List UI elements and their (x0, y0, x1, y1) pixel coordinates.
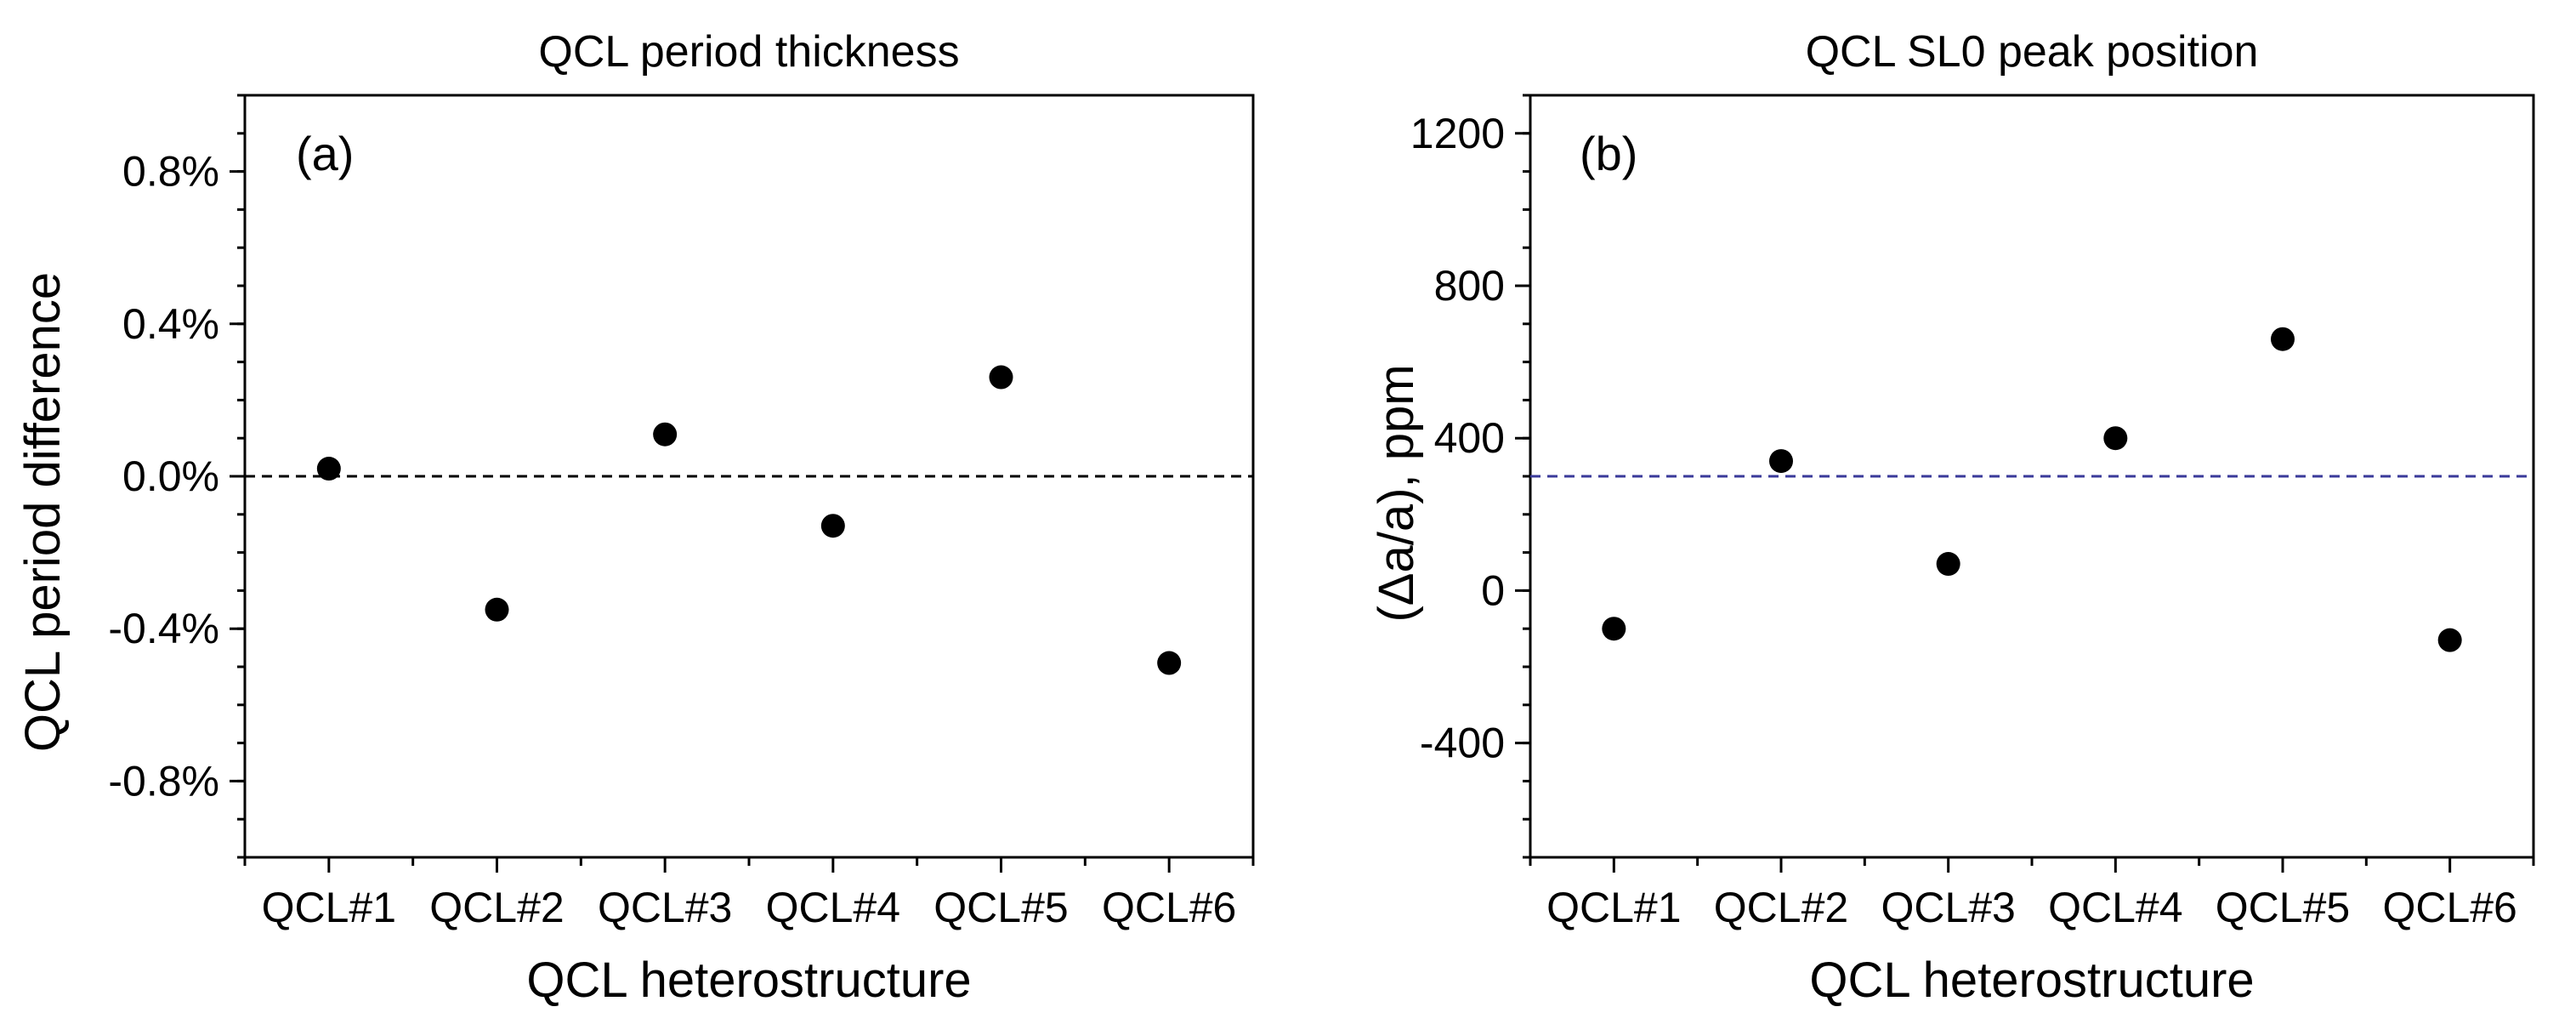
chart-title-a: QCL period thickness (538, 27, 959, 77)
x-tick-label-a: QCL#4 (766, 884, 900, 931)
chart-panel-a: QCL period thickness QCL heterostructure… (15, 27, 1255, 1008)
data-point-a-6 (1157, 651, 1182, 675)
y-tick-label-a: 0.8% (122, 148, 219, 196)
data-point-b-4 (2103, 426, 2128, 451)
data-point-b-2 (1769, 449, 1793, 474)
x-tick-label-b: QCL#3 (1881, 884, 2015, 931)
data-point-a-4 (820, 514, 845, 538)
data-point-b-1 (1602, 617, 1626, 641)
data-point-b-6 (2437, 628, 2462, 652)
data-point-b-3 (1936, 552, 1960, 577)
x-tick-label-b: QCL#4 (2048, 884, 2182, 931)
y-tick-label-a: -0.8% (108, 757, 219, 805)
y-tick-label-a: 0.0% (122, 452, 219, 500)
x-axis-title-a: QCL heterostructure (526, 953, 971, 1008)
data-point-b-5 (2271, 327, 2295, 351)
y-tick-label-a: 0.4% (122, 300, 219, 348)
x-tick-label-b: QCL#1 (1546, 884, 1681, 931)
x-tick-label-a: QCL#6 (1102, 884, 1236, 931)
data-point-a-1 (316, 457, 341, 481)
x-tick-label-b: QCL#2 (1714, 884, 1848, 931)
x-tick-label-a: QCL#2 (429, 884, 564, 931)
x-axis-title-b: QCL heterostructure (1809, 953, 2254, 1008)
y-tick-label-b: 1200 (1410, 110, 1505, 157)
y-tick-label-b: 800 (1434, 262, 1505, 310)
y-axis-title-a: QCL period difference (15, 272, 71, 752)
x-tick-label-a: QCL#1 (262, 884, 396, 931)
x-tick-label-b: QCL#5 (2216, 884, 2350, 931)
data-point-a-2 (485, 597, 509, 622)
y-tick-label-b: 0 (1481, 566, 1505, 614)
chart-panel-b: QCL SL0 peak position QCL heterostructur… (1369, 27, 2535, 1008)
x-tick-label-b: QCL#6 (2382, 884, 2516, 931)
chart-title-b: QCL SL0 peak position (1806, 27, 2259, 77)
x-tick-label-a: QCL#5 (933, 884, 1068, 931)
panel-label-b: (b) (1580, 127, 1637, 180)
y-tick-label-a: -0.4% (108, 605, 219, 652)
y-tick-label-b: -400 (1420, 720, 1505, 767)
x-tick-label-a: QCL#3 (598, 884, 732, 931)
y-axis-title-b: (Δa/a), ppm (1369, 364, 1424, 622)
panel-label-a: (a) (296, 127, 354, 180)
data-point-a-3 (653, 422, 678, 447)
data-point-a-5 (989, 365, 1013, 390)
y-tick-label-b: 400 (1434, 414, 1505, 462)
